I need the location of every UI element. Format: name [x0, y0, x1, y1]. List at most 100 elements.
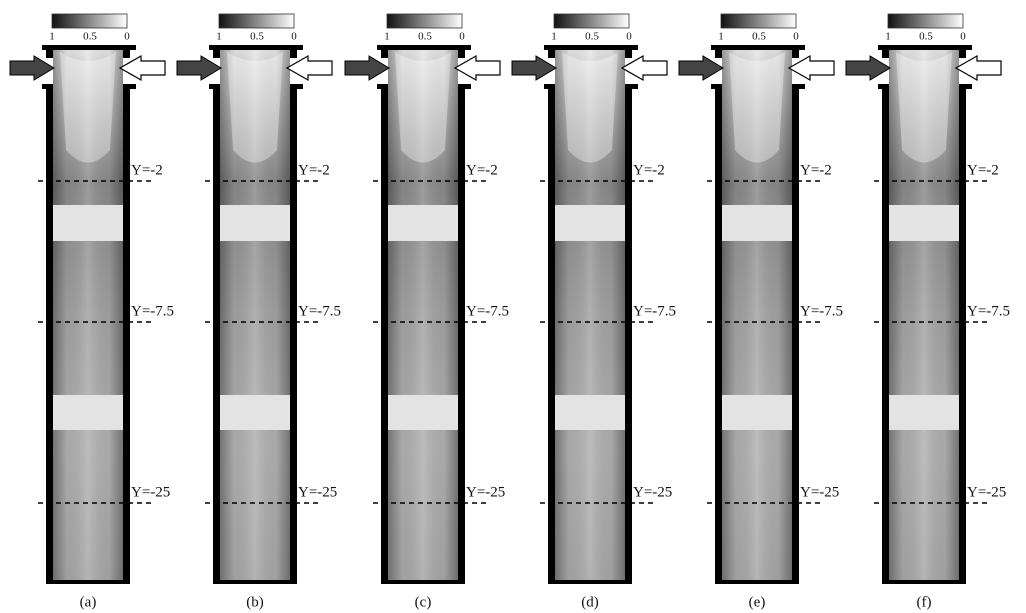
panel-label: (e) [749, 594, 766, 610]
jet-plume [562, 52, 618, 163]
line-label: Y=-2 [131, 162, 163, 178]
colorbar-tick-label: 0.5 [752, 31, 766, 43]
mask-block [555, 395, 625, 430]
inlet-arrow [345, 56, 389, 80]
inlet-arrow [956, 56, 1001, 80]
wall [625, 86, 632, 584]
line-label: Y=-25 [131, 484, 170, 500]
wall [381, 86, 388, 584]
wall [792, 86, 799, 584]
line-label: Y=-25 [466, 484, 505, 500]
line-label: Y=-25 [800, 484, 839, 500]
panel-label: (c) [415, 594, 432, 610]
colorbar-tick-label: 0 [459, 31, 465, 43]
wall [290, 86, 297, 584]
top-cap [711, 45, 805, 50]
colorbar-tick-label: 1 [384, 31, 390, 43]
colorbar [219, 14, 294, 28]
wall [458, 48, 465, 58]
wall [290, 48, 297, 58]
mask-block [722, 395, 792, 430]
mask-block [722, 205, 792, 241]
panel: 1 0.5 0 Y=-2 Y=-7.5 Y=-25 (d) [512, 14, 676, 610]
wall [213, 48, 220, 58]
wall [548, 48, 555, 58]
colorbar-tick-label: 0.5 [83, 31, 97, 43]
panel-label: (a) [80, 594, 97, 610]
colorbar [387, 14, 462, 28]
colorbar-tick-label: 1 [551, 31, 557, 43]
panel-label: (d) [581, 594, 599, 610]
mask-block [220, 395, 290, 430]
colorbar-tick-label: 0 [960, 31, 966, 43]
top-cap [42, 45, 136, 50]
wall [959, 86, 966, 584]
line-label: Y=-2 [298, 162, 330, 178]
wall [792, 48, 799, 58]
top-cap [209, 45, 303, 50]
inlet-arrow [287, 56, 332, 80]
colorbar [888, 14, 963, 28]
line-label: Y=-7.5 [967, 303, 1010, 319]
line-label: Y=-25 [967, 484, 1006, 500]
top-cap [878, 45, 972, 50]
wall [715, 86, 722, 584]
colorbar-tick-label: 0.5 [250, 31, 264, 43]
mask-block [53, 395, 123, 430]
bottom-wall [46, 580, 130, 584]
inlet-arrow [789, 56, 834, 80]
line-label: Y=-25 [298, 484, 337, 500]
colorbar-tick-label: 0.5 [919, 31, 933, 43]
panel-label: (f) [917, 594, 932, 610]
mask-block [555, 205, 625, 241]
colorbar [721, 14, 796, 28]
colorbar-tick-label: 1 [49, 31, 55, 43]
panel-label: (b) [246, 594, 264, 610]
inlet-arrow [455, 56, 500, 80]
panel: 10.50Y=-2Y=-7.5Y=-25(e) [679, 14, 843, 610]
colorbar-tick-label: 0.5 [418, 31, 432, 43]
top-cap [377, 45, 471, 50]
bottom-wall [381, 580, 465, 584]
line-label: Y=-7.5 [800, 303, 843, 319]
inlet-arrow [846, 56, 890, 80]
wall [959, 48, 966, 58]
wall [715, 48, 722, 58]
jet-plume [60, 52, 116, 163]
colorbar-tick-label: 0.5 [585, 31, 599, 43]
line-label: Y=-2 [800, 162, 832, 178]
line-label: Y=-2 [466, 162, 498, 178]
wall [213, 86, 220, 584]
mask-block [53, 205, 123, 241]
line-label: Y=-2 [967, 162, 999, 178]
jet-plume [227, 52, 283, 163]
inlet-arrow [622, 56, 667, 80]
wall [882, 48, 889, 58]
mask-block [388, 205, 458, 241]
inlet-arrow [120, 56, 165, 80]
inlet-arrow [10, 56, 54, 80]
wall [458, 86, 465, 584]
jet-plume [729, 52, 785, 163]
wall [123, 48, 130, 58]
colorbar-tick-label: 1 [718, 31, 724, 43]
inlet-arrow [512, 56, 556, 80]
jet-plume [395, 52, 451, 163]
line-label: Y=-7.5 [298, 303, 341, 319]
colorbar-tick-label: 0 [626, 31, 632, 43]
line-label: Y=-2 [633, 162, 665, 178]
inlet-arrow [177, 56, 221, 80]
bottom-wall [715, 580, 799, 584]
mask-block [889, 205, 959, 241]
mask-block [889, 395, 959, 430]
wall [381, 48, 388, 58]
colorbar [554, 14, 629, 28]
line-label: Y=-25 [633, 484, 672, 500]
line-label: Y=-7.5 [633, 303, 676, 319]
wall [625, 48, 632, 58]
wall [46, 48, 53, 58]
